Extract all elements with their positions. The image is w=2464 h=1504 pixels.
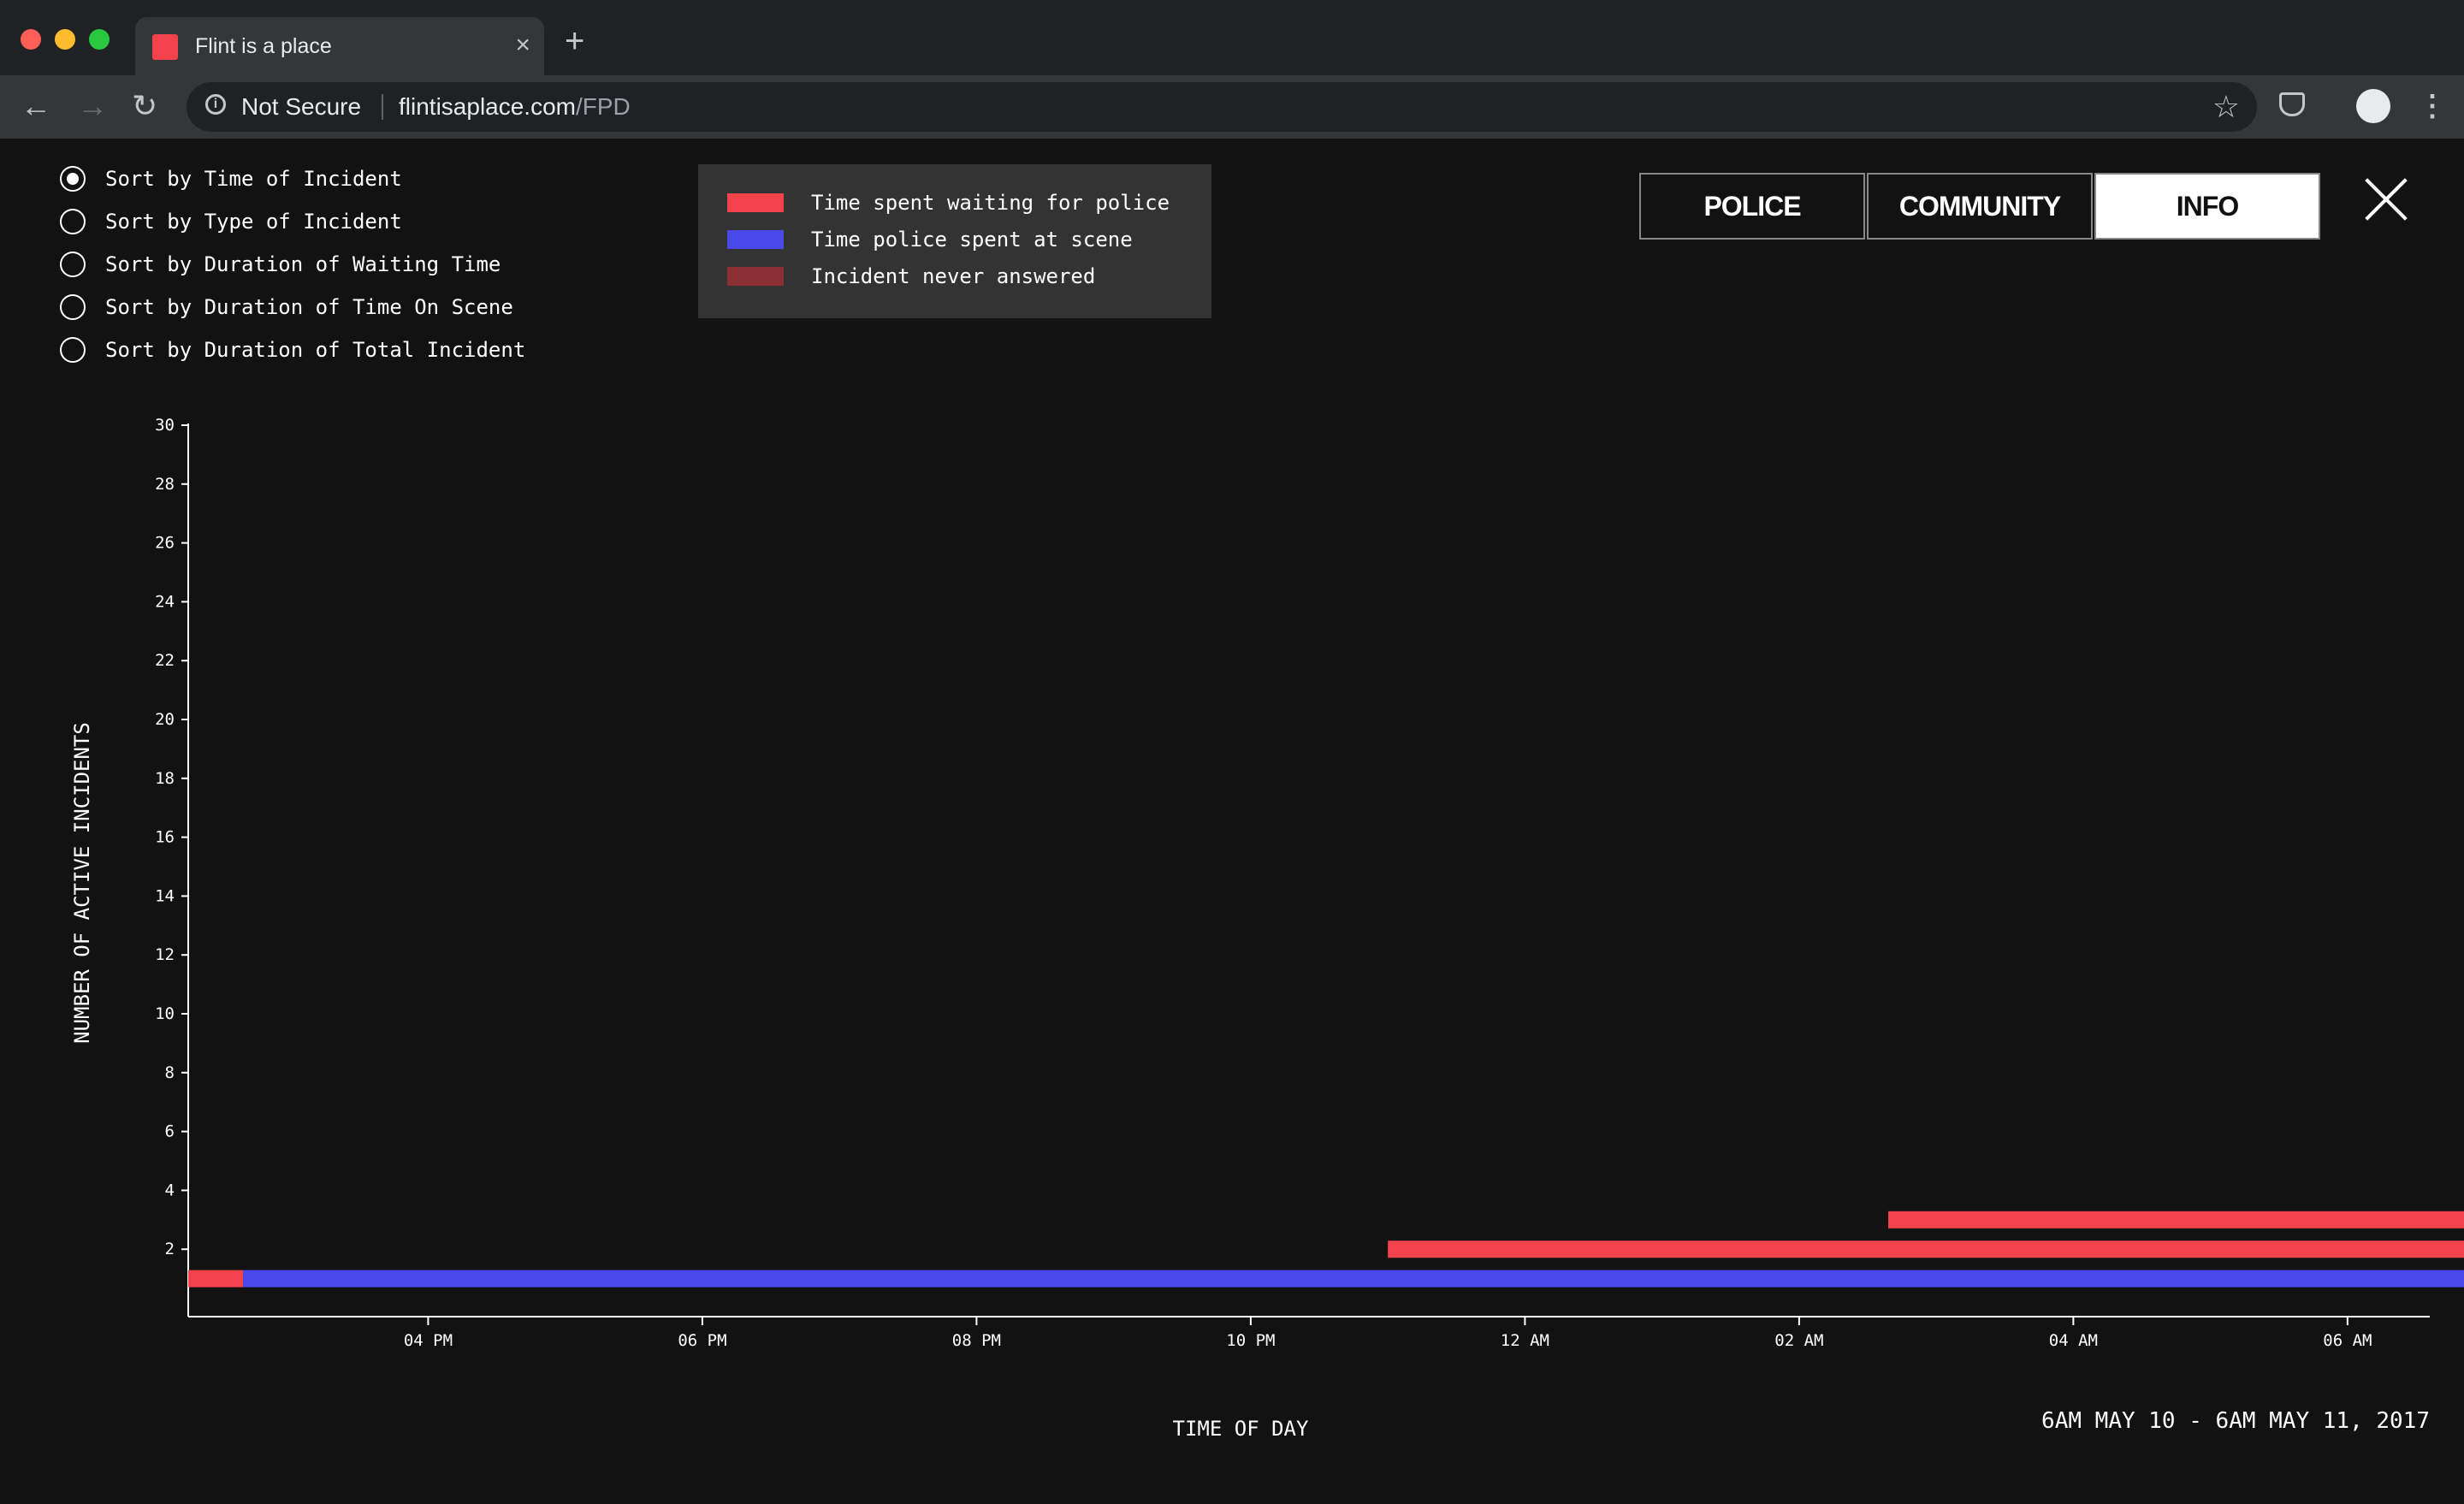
y-axis-title: NUMBER OF ACTIVE INCIDENTS (70, 722, 94, 1044)
window-maximize-button[interactable] (89, 29, 110, 50)
legend-swatch (727, 193, 784, 212)
back-arrow-icon[interactable]: ← (21, 88, 51, 123)
sort-option-4[interactable]: Sort by Duration of Total Incident (60, 335, 573, 364)
radio-button[interactable] (60, 252, 86, 277)
legend-label: Incident never answered (811, 264, 1096, 288)
x-tick-label: 06 PM (678, 1331, 726, 1350)
y-tick-label: 16 (155, 828, 175, 847)
x-axis-title: TIME OF DAY (1173, 1417, 1309, 1441)
forward-arrow-icon[interactable]: → (77, 88, 108, 123)
scene-time-bar (243, 1270, 2464, 1288)
y-tick-label: 26 (155, 534, 175, 553)
sort-option-label: Sort by Type of Incident (105, 210, 402, 234)
sort-option-1[interactable]: Sort by Type of Incident (60, 207, 573, 236)
legend: Time spent waiting for police Time police… (698, 164, 1211, 318)
x-tick-label: 08 PM (952, 1331, 1001, 1350)
tab-strip: Flint is a place × + (0, 0, 2464, 75)
window-close-button[interactable] (21, 29, 41, 50)
y-tick-label: 20 (155, 710, 175, 729)
x-tick-label: 12 AM (1501, 1331, 1549, 1350)
security-status: Not Secure (241, 93, 362, 120)
waiting-time-bar (188, 1270, 244, 1288)
window-minimize-button[interactable] (55, 29, 75, 50)
y-tick-label: 8 (165, 1063, 175, 1082)
sort-option-0[interactable]: Sort by Time of Incident (60, 164, 573, 193)
sort-option-label: Sort by Duration of Waiting Time (105, 252, 501, 276)
y-tick-label: 28 (155, 475, 175, 494)
x-tick-label: 04 AM (2049, 1331, 2098, 1350)
x-tick-label: 02 AM (1774, 1331, 1823, 1350)
y-tick-label: 2 (165, 1240, 175, 1258)
radio-button[interactable] (60, 337, 86, 363)
y-tick-label: 18 (155, 769, 175, 788)
y-tick-label: 14 (155, 886, 175, 905)
waiting-time-bar (1888, 1211, 2464, 1229)
browser-tab[interactable]: Flint is a place × (135, 17, 544, 75)
url-host: flintisaplace.com (399, 93, 576, 120)
y-tick-label: 24 (155, 592, 175, 611)
sort-option-2[interactable]: Sort by Duration of Waiting Time (60, 250, 573, 279)
browser-menu-icon[interactable]: ⋮ (2418, 90, 2447, 122)
favicon-icon (152, 34, 178, 60)
sort-option-3[interactable]: Sort by Duration of Time On Scene (60, 293, 573, 322)
y-tick-label: 4 (165, 1181, 175, 1199)
tab-community[interactable]: COMMUNITY (1867, 173, 2093, 240)
radio-button[interactable] (60, 209, 86, 234)
url-text[interactable]: flintisaplace.com/FPD (399, 92, 631, 121)
profile-avatar[interactable] (2356, 89, 2390, 123)
radio-button[interactable] (60, 166, 86, 192)
address-bar[interactable]: i Not Secure flintisaplace.com/FPD ☆ (187, 82, 2257, 132)
y-tick-label: 6 (165, 1122, 175, 1141)
date-range: 6AM MAY 10 - 6AM MAY 11, 2017 (2041, 1408, 2430, 1434)
x-tick-label: 04 PM (404, 1331, 453, 1350)
bookmark-star-icon[interactable]: ☆ (2212, 89, 2240, 124)
pocket-icon[interactable] (2279, 92, 2305, 116)
waiting-time-bar (1388, 1241, 2464, 1258)
tab-police[interactable]: POLICE (1639, 173, 1865, 240)
sort-option-label: Sort by Time of Incident (105, 167, 402, 191)
legend-swatch (727, 267, 784, 286)
tab-title: Flint is a place (195, 34, 332, 58)
x-tick-label: 10 PM (1226, 1331, 1275, 1350)
close-tab-icon[interactable]: × (515, 31, 530, 59)
browser-toolbar: ← → ↻ i Not Secure flintisaplace.com/FPD… (0, 75, 2464, 139)
legend-label: Time spent waiting for police (811, 191, 1170, 215)
radio-button[interactable] (60, 294, 86, 320)
url-path: /FPD (575, 93, 631, 120)
y-tick-label: 30 (155, 416, 175, 435)
reload-icon[interactable]: ↻ (132, 88, 158, 123)
x-tick-label: 06 AM (2323, 1331, 2372, 1350)
info-icon[interactable]: i (205, 94, 226, 115)
y-tick-label: 22 (155, 651, 175, 670)
legend-swatch (727, 230, 784, 249)
y-tick-label: 10 (155, 1004, 175, 1023)
y-tick-label: 12 (155, 945, 175, 964)
legend-label: Time police spent at scene (811, 228, 1133, 252)
page-content: Sort by Time of Incident Sort by Type of … (0, 139, 2464, 1504)
new-tab-button[interactable]: + (565, 22, 585, 60)
sort-option-label: Sort by Duration of Time On Scene (105, 295, 513, 319)
tab-info[interactable]: INFO (2094, 173, 2320, 240)
address-separator (382, 94, 383, 120)
sort-option-label: Sort by Duration of Total Incident (105, 338, 526, 362)
